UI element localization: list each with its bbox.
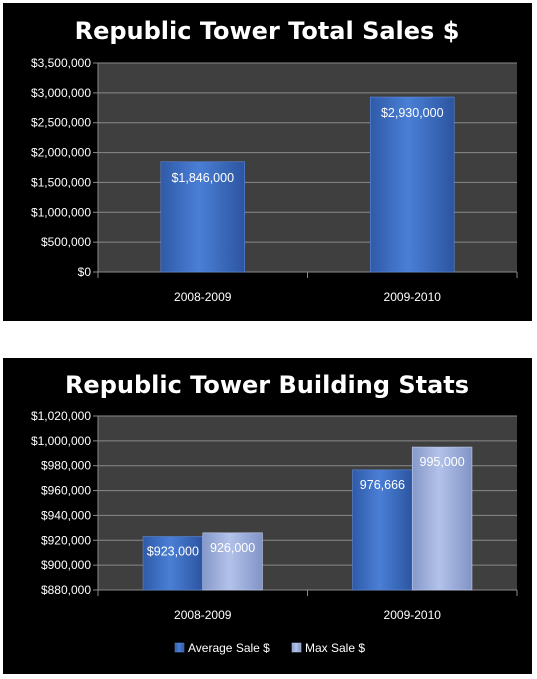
legend-swatch [291, 642, 302, 653]
bars [160, 96, 455, 273]
bars [142, 446, 473, 591]
legend-swatch [174, 642, 185, 653]
y-tick-label: $2,000,000 [31, 146, 91, 160]
data-labels: $1,846,000 $2,930,000 [171, 106, 443, 185]
y-tick-label: $0 [78, 265, 92, 279]
y-tick-label: $1,000,000 [31, 434, 91, 448]
y-tick-label: $2,500,000 [31, 116, 91, 130]
y-tick-label: $900,000 [41, 558, 91, 572]
x-tick-label: 2008-2009 [174, 290, 232, 304]
bar [160, 161, 245, 273]
y-tick-label: $1,020,000 [31, 409, 91, 423]
data-label: 926,000 [210, 541, 255, 555]
bar [370, 96, 455, 273]
data-label: 995,000 [420, 455, 465, 469]
data-label: 976,666 [360, 478, 405, 492]
y-tick-label: $940,000 [41, 508, 91, 522]
y-tick-label: $960,000 [41, 484, 91, 498]
bar-max-sale [202, 532, 263, 591]
total-sales-chart: Republic Tower Total Sales $ $0$500,000$… [31, 17, 518, 304]
building-stats-chart: Republic Tower Building Stats $880,000 $9… [31, 371, 518, 655]
x-axis-tick-labels: 2008-2009 2009-2010 [174, 290, 441, 304]
y-axis-tick-labels: $880,000 $900,000 $920,000 $940,000 $960,000… [31, 409, 91, 597]
y-tick-label: $980,000 [41, 459, 91, 473]
chart-title: Republic Tower Building Stats [65, 371, 469, 399]
chart-panel-building-stats: Republic Tower Building Stats $880,000 $9… [3, 358, 532, 674]
chart-panel-total-sales: Republic Tower Total Sales $ $0 $500,000 $… [3, 3, 532, 321]
data-label: $923,000 [147, 545, 199, 559]
y-tick-label: $3,000,000 [31, 86, 91, 100]
y-tick-label: $920,000 [41, 533, 91, 547]
data-label: $2,930,000 [381, 106, 444, 120]
chart-title: Republic Tower Total Sales $ [75, 17, 460, 45]
data-label: $1,846,000 [171, 171, 234, 185]
data-labels: $923,000 926,000 976,666 995,000 [147, 455, 465, 558]
legend-label: Average Sale $ [188, 641, 270, 655]
y-tick-label: $1,500,000 [31, 175, 91, 189]
bar-average-sale [142, 536, 204, 591]
y-tick-label: $880,000 [41, 583, 91, 597]
x-tick-label: 2008-2009 [174, 608, 232, 622]
x-tick-label: 2009-2010 [384, 290, 442, 304]
x-axis-tick-labels: 2008-2009 2009-2010 [174, 608, 441, 622]
y-tick-label: $3,500,000 [31, 56, 91, 70]
x-tick-label: 2009-2010 [384, 608, 442, 622]
y-tick-label: $500,000 [41, 235, 91, 249]
bar-max-sale [411, 446, 473, 591]
y-tick-label: $1,000,000 [31, 205, 91, 219]
bar-average-sale [352, 469, 413, 591]
legend: Average Sale $ Max Sale $ [174, 641, 365, 655]
y-axis-tick-labels: $0 $500,000 $1,000,000 $1,500,000 $2,000,000… [31, 56, 91, 279]
legend-label: Max Sale $ [305, 641, 365, 655]
